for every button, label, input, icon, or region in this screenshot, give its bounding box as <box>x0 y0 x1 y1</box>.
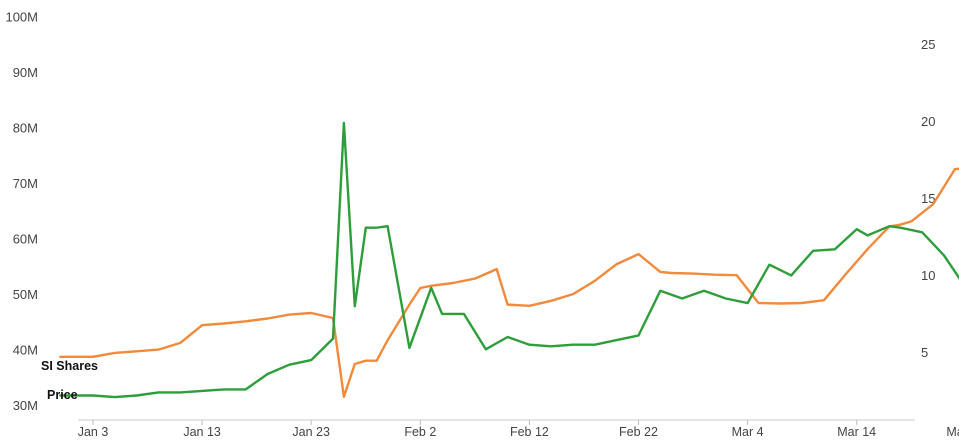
right-tick-label-25: 25 <box>921 37 935 52</box>
left-tick-label-80m: 80M <box>13 121 38 136</box>
left-tick-label-60m: 60M <box>13 232 38 247</box>
x-tick-label-feb-2: Feb 2 <box>404 425 436 439</box>
x-tick-label-feb-12: Feb 12 <box>510 425 549 439</box>
x-tick-label-jan-3: Jan 3 <box>78 425 109 439</box>
annotation-si-shares: SI Shares <box>41 359 98 373</box>
series-line-si-shares <box>59 167 959 398</box>
x-tick-label-jan-13: Jan 13 <box>183 425 221 439</box>
x-axis: Jan 3 Jan 13 Jan 23 Feb 2 Feb 12 Feb 22 Mar 4 M… <box>78 420 959 439</box>
annotation-layer: SI Shares Price <box>41 359 98 402</box>
right-tick-label-10: 10 <box>921 268 935 283</box>
x-tick-label-jan-23: Jan 23 <box>292 425 330 439</box>
left-axis: 30M 40M 50M 60M 70M 80M 90M 100M <box>5 10 38 414</box>
left-tick-label-70m: 70M <box>13 176 38 191</box>
left-tick-label-100m: 100M <box>5 10 38 25</box>
x-tick-label-mar-4: Mar 4 <box>732 425 764 439</box>
x-tick-label-mar-24: Mar 24 <box>946 425 959 439</box>
x-tick-label-mar-14: Mar 14 <box>837 425 876 439</box>
left-tick-label-50m: 50M <box>13 287 38 302</box>
right-tick-label-5: 5 <box>921 345 928 360</box>
right-tick-label-20: 20 <box>921 114 935 129</box>
right-tick-label-15: 15 <box>921 191 935 206</box>
series-line-price <box>59 121 959 399</box>
left-tick-label-40m: 40M <box>13 343 38 358</box>
left-tick-label-30m: 30M <box>13 398 38 413</box>
left-tick-label-90m: 90M <box>13 65 38 80</box>
right-axis: 5 10 15 20 25 <box>921 37 935 360</box>
annotation-price: Price <box>47 388 78 402</box>
series-layer <box>59 121 959 399</box>
x-tick-label-feb-22: Feb 22 <box>619 425 658 439</box>
